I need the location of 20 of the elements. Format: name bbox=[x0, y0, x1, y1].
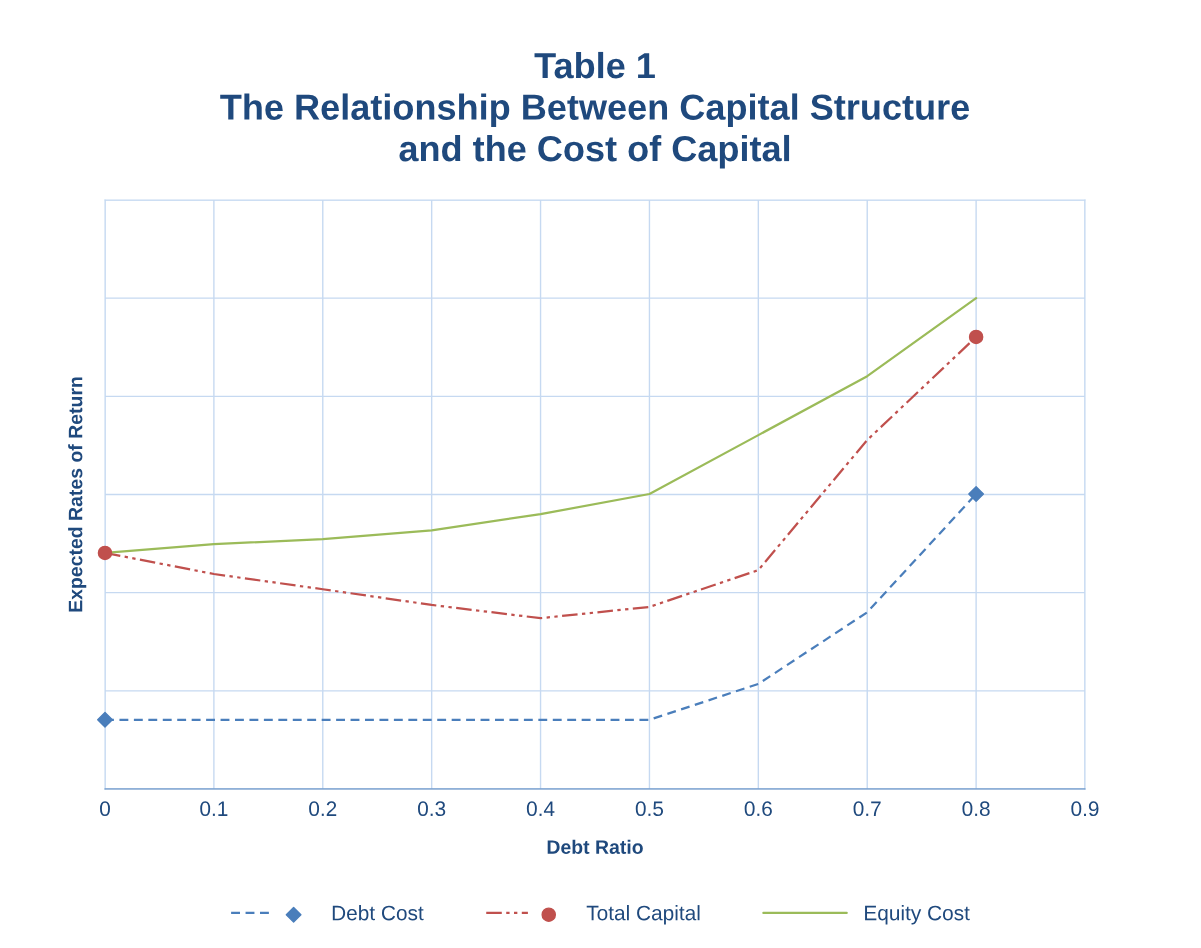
x-tick-label: 0.8 bbox=[962, 801, 990, 817]
x-tick-label: 0.7 bbox=[853, 801, 881, 817]
x-tick-label: 0.5 bbox=[635, 801, 664, 817]
x-tick-label: 0.1 bbox=[200, 801, 228, 817]
chart-title: Table 1 The Relationship Between Capital Structure and the Cost of Capital bbox=[220, 51, 970, 169]
x-tick-label: 0.2 bbox=[309, 801, 337, 817]
point bbox=[968, 329, 984, 345]
x-tick-label: 0.9 bbox=[1071, 801, 1099, 817]
x-tick-label: 0.6 bbox=[744, 801, 772, 817]
legend-label: Equity Cost bbox=[865, 905, 970, 925]
point bbox=[97, 545, 113, 561]
y-axis-title: Expected Rates of Return bbox=[68, 377, 87, 612]
legend-label: Debt Cost bbox=[332, 905, 424, 921]
legend-label: Total Capital bbox=[586, 905, 700, 925]
x-tick-label: 0.3 bbox=[418, 801, 446, 817]
point bbox=[968, 486, 985, 502]
x-tick-label: 0.4 bbox=[526, 801, 555, 817]
x-tick-label: 0 bbox=[100, 801, 110, 817]
point bbox=[97, 711, 113, 728]
x-axis-title: Debt Ratio bbox=[547, 839, 643, 854]
